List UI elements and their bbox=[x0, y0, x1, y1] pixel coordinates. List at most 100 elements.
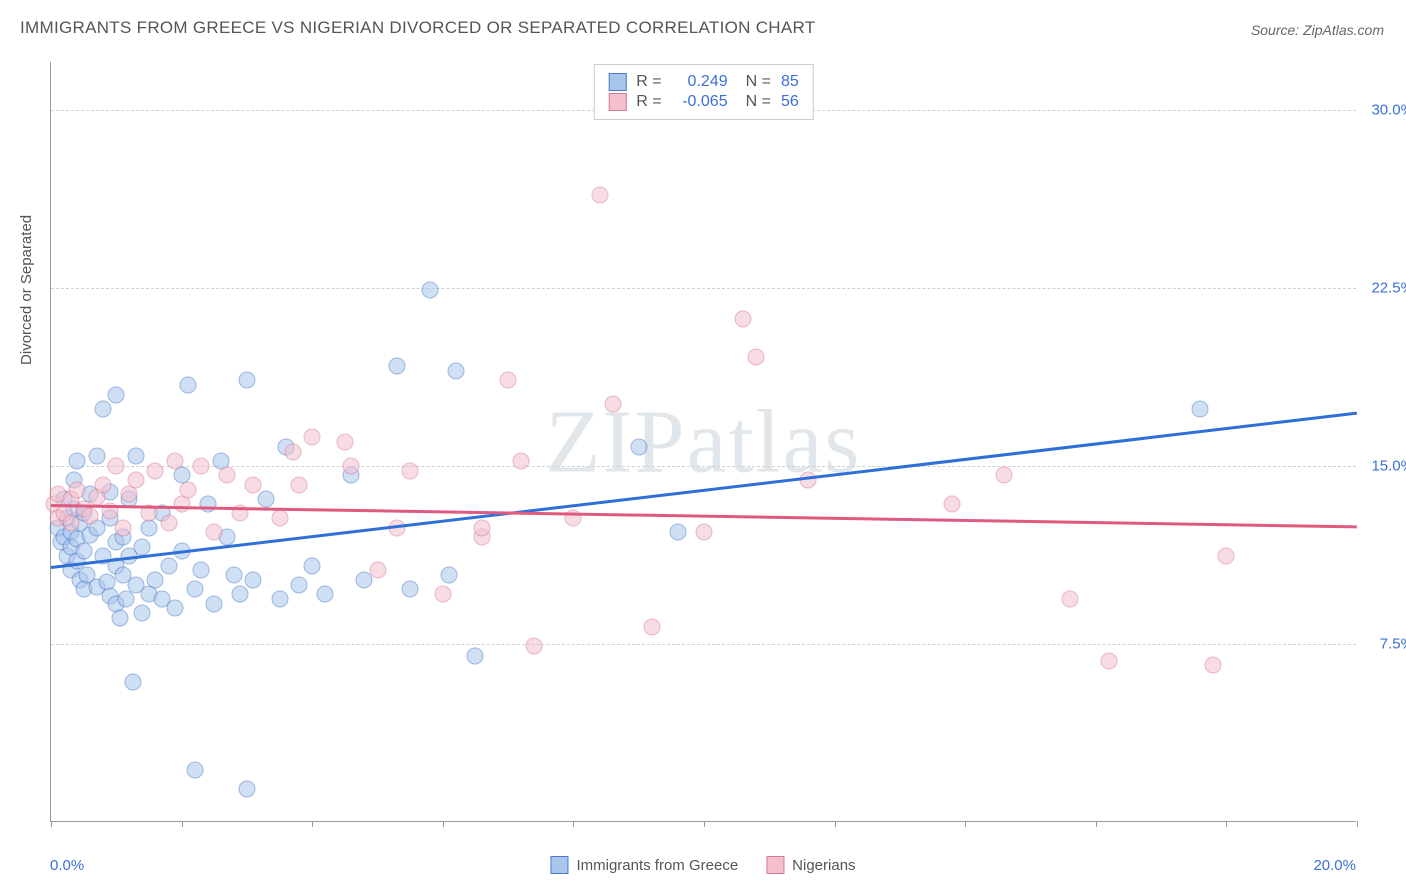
scatter-point-greece bbox=[389, 358, 406, 375]
scatter-point-greece bbox=[447, 362, 464, 379]
legend-row-nigerians: R =-0.065N =56 bbox=[608, 93, 798, 111]
chart-title: IMMIGRANTS FROM GREECE VS NIGERIAN DIVOR… bbox=[20, 18, 815, 38]
scatter-point-greece bbox=[75, 543, 92, 560]
scatter-point-nigerians bbox=[1100, 652, 1117, 669]
legend-label: Immigrants from Greece bbox=[576, 857, 738, 874]
scatter-point-greece bbox=[317, 586, 334, 603]
scatter-point-nigerians bbox=[82, 507, 99, 524]
scatter-point-greece bbox=[108, 386, 125, 403]
legend-swatch-icon bbox=[608, 73, 626, 91]
scatter-point-nigerians bbox=[369, 562, 386, 579]
scatter-point-greece bbox=[111, 609, 128, 626]
legend-n-value: 85 bbox=[781, 73, 799, 91]
scatter-point-nigerians bbox=[748, 348, 765, 365]
scatter-point-greece bbox=[118, 590, 135, 607]
plot-area: ZIPatlas R =0.249N =85R =-0.065N =56 7.5… bbox=[50, 62, 1356, 822]
scatter-point-nigerians bbox=[1218, 548, 1235, 565]
x-tick bbox=[51, 821, 52, 827]
scatter-point-nigerians bbox=[526, 638, 543, 655]
scatter-point-nigerians bbox=[500, 372, 517, 389]
scatter-point-greece bbox=[147, 571, 164, 588]
x-tick bbox=[1096, 821, 1097, 827]
scatter-point-greece bbox=[88, 448, 105, 465]
scatter-point-greece bbox=[69, 453, 86, 470]
scatter-point-nigerians bbox=[114, 519, 131, 536]
legend-n-value: 56 bbox=[781, 93, 799, 111]
scatter-point-nigerians bbox=[304, 429, 321, 446]
scatter-point-nigerians bbox=[245, 476, 262, 493]
scatter-point-nigerians bbox=[284, 443, 301, 460]
scatter-point-nigerians bbox=[343, 457, 360, 474]
scatter-point-nigerians bbox=[180, 481, 197, 498]
scatter-point-greece bbox=[186, 761, 203, 778]
legend-swatch-icon bbox=[608, 93, 626, 111]
scatter-point-nigerians bbox=[800, 472, 817, 489]
x-tick bbox=[182, 821, 183, 827]
legend-swatch-icon bbox=[550, 856, 568, 874]
x-tick bbox=[1357, 821, 1358, 827]
x-tick bbox=[443, 821, 444, 827]
scatter-point-greece bbox=[238, 780, 255, 797]
x-tick bbox=[704, 821, 705, 827]
scatter-point-greece bbox=[180, 377, 197, 394]
scatter-point-nigerians bbox=[193, 457, 210, 474]
x-tick bbox=[573, 821, 574, 827]
x-axis-max-label: 20.0% bbox=[1313, 857, 1356, 874]
scatter-point-nigerians bbox=[62, 514, 79, 531]
scatter-point-nigerians bbox=[108, 457, 125, 474]
scatter-point-greece bbox=[124, 673, 141, 690]
y-tick-label: 22.5% bbox=[1362, 279, 1406, 296]
scatter-point-nigerians bbox=[696, 524, 713, 541]
scatter-point-nigerians bbox=[1061, 590, 1078, 607]
scatter-point-greece bbox=[1192, 400, 1209, 417]
x-tick bbox=[965, 821, 966, 827]
y-tick-label: 7.5% bbox=[1362, 635, 1406, 652]
scatter-point-nigerians bbox=[206, 524, 223, 541]
scatter-point-greece bbox=[134, 605, 151, 622]
legend-swatch-icon bbox=[766, 856, 784, 874]
scatter-point-greece bbox=[167, 600, 184, 617]
scatter-point-greece bbox=[127, 448, 144, 465]
scatter-point-greece bbox=[291, 576, 308, 593]
scatter-point-nigerians bbox=[291, 476, 308, 493]
scatter-point-greece bbox=[669, 524, 686, 541]
scatter-point-nigerians bbox=[69, 481, 86, 498]
scatter-point-greece bbox=[199, 495, 216, 512]
legend-item-nigerians: Nigerians bbox=[766, 856, 855, 874]
legend-r-label: R = bbox=[636, 73, 661, 91]
scatter-point-greece bbox=[206, 595, 223, 612]
scatter-point-nigerians bbox=[591, 187, 608, 204]
scatter-point-nigerians bbox=[944, 495, 961, 512]
scatter-point-nigerians bbox=[95, 476, 112, 493]
legend-correlation: R =0.249N =85R =-0.065N =56 bbox=[593, 64, 813, 120]
scatter-point-greece bbox=[160, 557, 177, 574]
scatter-point-greece bbox=[193, 562, 210, 579]
legend-n-label: N = bbox=[746, 93, 771, 111]
legend-label: Nigerians bbox=[792, 857, 855, 874]
x-axis-min-label: 0.0% bbox=[50, 857, 84, 874]
scatter-point-nigerians bbox=[735, 310, 752, 327]
x-tick bbox=[1226, 821, 1227, 827]
gridline bbox=[51, 466, 1356, 467]
scatter-point-greece bbox=[232, 586, 249, 603]
y-tick-label: 15.0% bbox=[1362, 457, 1406, 474]
scatter-point-nigerians bbox=[402, 462, 419, 479]
source-attribution: Source: ZipAtlas.com bbox=[1251, 22, 1384, 38]
y-tick-label: 30.0% bbox=[1362, 101, 1406, 118]
scatter-point-greece bbox=[186, 581, 203, 598]
scatter-point-nigerians bbox=[513, 453, 530, 470]
scatter-point-nigerians bbox=[434, 586, 451, 603]
scatter-point-nigerians bbox=[996, 467, 1013, 484]
scatter-point-greece bbox=[630, 438, 647, 455]
scatter-point-nigerians bbox=[271, 510, 288, 527]
scatter-point-greece bbox=[245, 571, 262, 588]
scatter-point-greece bbox=[467, 647, 484, 664]
scatter-point-greece bbox=[258, 491, 275, 508]
scatter-point-greece bbox=[441, 567, 458, 584]
legend-r-value: -0.065 bbox=[672, 93, 728, 111]
x-tick bbox=[312, 821, 313, 827]
scatter-point-greece bbox=[421, 282, 438, 299]
scatter-point-nigerians bbox=[604, 396, 621, 413]
scatter-point-greece bbox=[238, 372, 255, 389]
gridline bbox=[51, 644, 1356, 645]
